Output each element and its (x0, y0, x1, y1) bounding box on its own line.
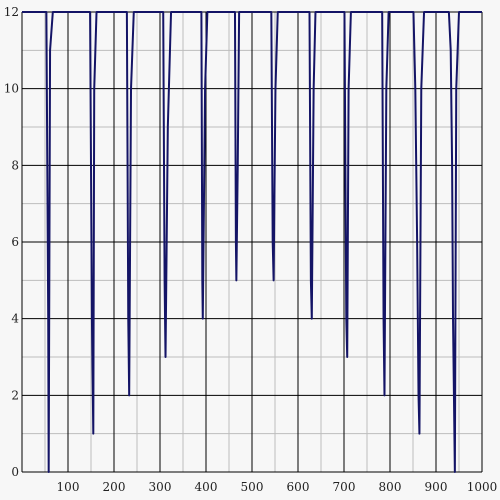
y-axis-ticks: 0 2 4 6 8 10 12 (4, 5, 20, 479)
series-layer (22, 11, 482, 473)
x-tick-label: 100 (57, 480, 80, 494)
x-tick-label: 800 (379, 480, 402, 494)
y-tick-label: 10 (4, 82, 19, 96)
x-axis-ticks: 100 200 300 400 500 600 700 800 900 1000 (57, 480, 498, 494)
y-tick-label: 6 (11, 235, 19, 249)
series-line (22, 11, 482, 473)
x-tick-label: 900 (425, 480, 448, 494)
y-tick-label: 8 (11, 158, 19, 172)
y-tick-label: 2 (11, 388, 19, 402)
x-tick-label: 1000 (467, 480, 498, 494)
x-tick-label: 700 (333, 480, 356, 494)
y-tick-label: 4 (11, 312, 19, 326)
x-tick-label: 400 (195, 480, 218, 494)
y-tick-label: 0 (11, 465, 19, 479)
x-tick-label: 500 (241, 480, 264, 494)
y-tick-label: 12 (4, 5, 19, 19)
x-tick-label: 600 (287, 480, 310, 494)
x-tick-label: 300 (149, 480, 172, 494)
x-tick-label: 200 (103, 480, 126, 494)
